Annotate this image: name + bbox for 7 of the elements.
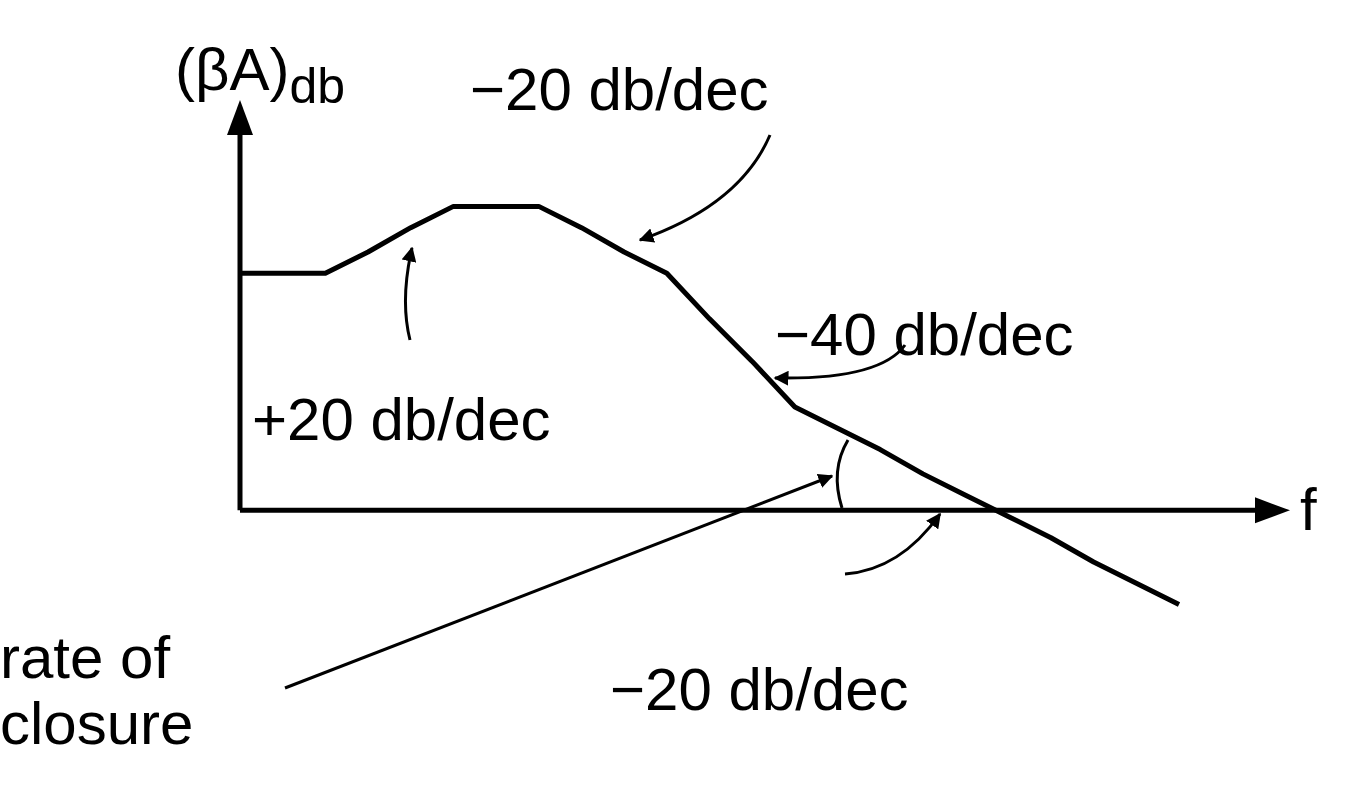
text: −20 db/dec xyxy=(610,656,909,723)
annotation: −40 db/dec xyxy=(775,301,1074,368)
annotation: +20 db/dec xyxy=(252,386,551,453)
x-axis-title: f xyxy=(1300,476,1317,543)
text: −20 db/dec xyxy=(470,56,769,123)
text: rate of closure xyxy=(0,624,195,757)
y-axis-title: (βA)$_{db}$ xyxy=(175,36,346,114)
